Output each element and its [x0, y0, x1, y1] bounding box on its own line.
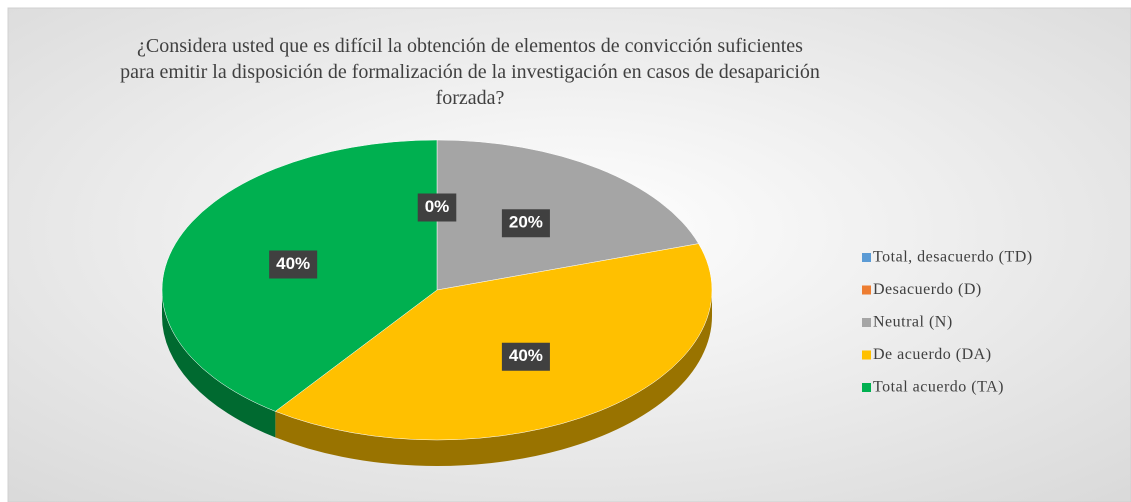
legend-swatch	[862, 318, 871, 327]
pie: 0% 20% 40% 40%	[161, 139, 713, 466]
data-label: 0%	[417, 193, 457, 222]
data-label-box	[501, 209, 550, 238]
slice	[436, 139, 699, 291]
data-label-text: 20%	[509, 213, 543, 232]
data-label: 40%	[501, 342, 550, 371]
slice-side	[275, 290, 712, 466]
legend-label: Total acuerdo (TA)	[873, 379, 1004, 396]
legend: Total, desacuerdo (TD) Desacuerdo (D) Neut…	[862, 249, 1033, 396]
data-label: 20%	[501, 209, 550, 238]
legend-label: De acuerdo (DA)	[873, 346, 992, 363]
legend-swatch	[862, 253, 871, 262]
data-label-text: 40%	[509, 346, 543, 365]
legend-swatch	[862, 350, 871, 360]
data-label: 40%	[269, 250, 318, 279]
data-label-box	[501, 342, 550, 371]
legend-label: Total, desacuerdo (TD)	[873, 249, 1033, 266]
data-label-text: 0%	[425, 197, 450, 216]
slice	[274, 243, 713, 441]
data-label-text: 40%	[276, 254, 310, 273]
data-label-box	[417, 193, 457, 222]
legend-label: Desacuerdo (D)	[873, 281, 982, 298]
slice-side	[162, 290, 276, 438]
legend-label: Neutral (N)	[873, 314, 953, 331]
chart-title-group: ¿Considera usted que es difícil la obten…	[120, 35, 820, 109]
legend-swatch	[862, 383, 871, 392]
data-label-box	[269, 250, 318, 279]
chart-title: ¿Considera usted que es difícil la obten…	[120, 35, 820, 109]
legend-swatch	[862, 285, 871, 295]
